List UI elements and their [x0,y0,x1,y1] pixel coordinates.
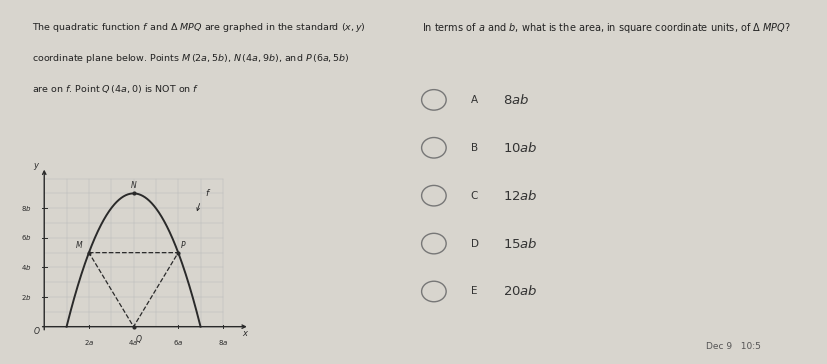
Text: $15ab$: $15ab$ [504,237,538,250]
Text: $8a$: $8a$ [218,338,228,347]
Text: $10ab$: $10ab$ [504,141,538,155]
Text: $O$: $O$ [32,325,41,336]
Text: $12ab$: $12ab$ [504,189,538,203]
Text: are on $f$. Point $Q\,(4a, 0)$ is NOT on $f$: are on $f$. Point $Q\,(4a, 0)$ is NOT on… [31,83,199,95]
Text: $2a$: $2a$ [84,338,94,347]
Text: E: E [471,286,477,297]
Text: $6b$: $6b$ [22,233,32,242]
Text: $M$: $M$ [75,240,84,250]
Text: $x$: $x$ [241,329,249,337]
Text: In terms of $a$ and $b$, what is the area, in square coordinate units, of $\Delt: In terms of $a$ and $b$, what is the are… [422,21,791,35]
Text: $8ab$: $8ab$ [504,93,530,107]
Text: $6a$: $6a$ [173,338,184,347]
Text: The quadratic function $f$ and $\Delta\ MPQ$ are graphed in the standard $(x, y): The quadratic function $f$ and $\Delta\ … [31,21,366,34]
Text: A: A [471,95,478,105]
Text: $f$: $f$ [205,187,212,198]
Text: $20ab$: $20ab$ [504,285,538,298]
Text: $Q$: $Q$ [135,333,142,345]
Text: C: C [471,191,478,201]
Text: Dec 9   10:5: Dec 9 10:5 [706,343,761,351]
Text: $P$: $P$ [180,240,187,250]
Text: $4a$: $4a$ [128,338,139,347]
Text: $8b$: $8b$ [22,204,32,213]
Text: D: D [471,238,479,249]
Text: $y$: $y$ [33,161,40,172]
Text: B: B [471,143,478,153]
Text: $4b$: $4b$ [22,263,32,272]
Text: $N$: $N$ [130,179,137,190]
Text: coordinate plane below. Points $M\,(2a, 5b)$, $N\,(4a, 9b)$, and $P\,(6a, 5b)$: coordinate plane below. Points $M\,(2a, … [31,52,349,65]
Text: $2b$: $2b$ [22,293,32,301]
